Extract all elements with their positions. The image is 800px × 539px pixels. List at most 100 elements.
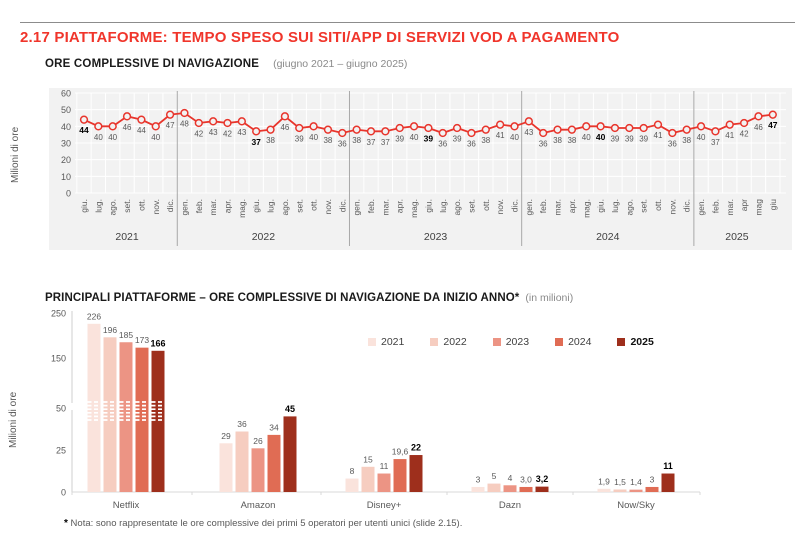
bar-chart-canvas: 0 25 50 150 250 Netflix Amazon Disney+ Dazn Now/S… xyxy=(51,309,701,511)
svg-text:giu.: giu. xyxy=(423,199,433,213)
legend-swatch-2021 xyxy=(368,338,376,346)
legend-item-2023: 2023 xyxy=(492,336,530,348)
svg-text:set.: set. xyxy=(639,199,649,213)
svg-text:19,6: 19,6 xyxy=(392,447,409,457)
svg-text:40: 40 xyxy=(108,133,117,142)
svg-text:Now/Sky: Now/Sky xyxy=(617,500,655,511)
legend: 2021 2022 2023 2024 2025 xyxy=(368,336,654,348)
svg-text:apr.: apr. xyxy=(567,199,577,213)
svg-text:1,5: 1,5 xyxy=(614,477,626,487)
svg-text:38: 38 xyxy=(682,136,691,145)
svg-text:37: 37 xyxy=(251,137,261,147)
line-chart-year-axis: 2021 2022 2023 2024 2025 xyxy=(115,91,749,246)
svg-text:40: 40 xyxy=(94,133,103,142)
svg-text:38: 38 xyxy=(266,136,275,145)
bar-chart-header: PRINCIPALI PIATTAFORME – ORE COMPLESSIVE… xyxy=(45,292,573,304)
svg-text:38: 38 xyxy=(553,136,562,145)
svg-text:ott.: ott. xyxy=(136,199,146,211)
svg-text:3,0: 3,0 xyxy=(520,474,532,484)
svg-text:150: 150 xyxy=(51,354,66,364)
svg-text:39: 39 xyxy=(453,135,462,144)
svg-text:gen.: gen. xyxy=(352,199,362,216)
header-rule xyxy=(20,22,795,23)
svg-text:47: 47 xyxy=(768,120,778,130)
svg-text:Dazn: Dazn xyxy=(499,500,521,511)
legend-label-2022: 2022 xyxy=(443,336,467,348)
svg-text:dic.: dic. xyxy=(337,199,347,212)
svg-text:44: 44 xyxy=(137,126,146,135)
svg-text:feb.: feb. xyxy=(366,199,376,213)
svg-text:43: 43 xyxy=(524,128,533,137)
legend-swatch-2023 xyxy=(492,338,501,346)
line-chart-value-labels: 44 40 40 46 44 40 47 48 42 43 42 43 37 38 46 39 40 38 36 38… xyxy=(79,120,778,149)
svg-text:apr.: apr. xyxy=(223,199,233,213)
svg-text:2022: 2022 xyxy=(252,231,276,243)
legend-item-2024: 2024 xyxy=(555,336,591,348)
svg-text:giu.: giu. xyxy=(79,199,89,213)
line-chart-header: ORE COMPLESSIVE DI NAVIGAZIONE (giugno 2… xyxy=(45,58,407,70)
legend-swatch-2025 xyxy=(617,338,626,346)
svg-text:15: 15 xyxy=(363,454,373,464)
svg-text:8: 8 xyxy=(350,466,355,476)
legend-label-2023: 2023 xyxy=(505,336,530,348)
svg-text:set.: set. xyxy=(466,199,476,213)
svg-text:dic.: dic. xyxy=(682,199,692,212)
svg-text:46: 46 xyxy=(123,123,132,132)
svg-text:39: 39 xyxy=(424,134,434,144)
svg-text:0: 0 xyxy=(61,488,66,498)
svg-text:47: 47 xyxy=(166,121,175,130)
svg-text:43: 43 xyxy=(237,128,246,137)
svg-text:41: 41 xyxy=(654,131,663,140)
svg-text:giu: giu xyxy=(768,199,778,211)
legend-label-2025: 2025 xyxy=(630,336,654,348)
line-chart-y-axis-label: Milioni di ore xyxy=(10,126,21,183)
svg-text:34: 34 xyxy=(269,422,279,432)
svg-text:1,4: 1,4 xyxy=(630,477,642,487)
legend-label-2021: 2021 xyxy=(381,336,405,348)
svg-text:37: 37 xyxy=(711,138,720,147)
svg-text:ott.: ott. xyxy=(653,199,663,211)
svg-text:50: 50 xyxy=(56,404,66,414)
svg-text:41: 41 xyxy=(496,131,505,140)
svg-text:40: 40 xyxy=(61,122,71,132)
bar-series xyxy=(87,323,675,492)
svg-text:173: 173 xyxy=(135,335,149,345)
svg-text:lug.: lug. xyxy=(438,199,448,213)
line-series xyxy=(79,108,777,138)
svg-text:39: 39 xyxy=(625,135,634,144)
line-chart-canvas: 0 10 20 30 40 50 60 2021 2022 2023 2024 2025 giu. lug… xyxy=(61,89,786,246)
svg-text:giu.: giu. xyxy=(596,199,606,213)
svg-text:48: 48 xyxy=(180,120,189,129)
svg-text:nov.: nov. xyxy=(151,199,161,214)
svg-text:166: 166 xyxy=(150,338,165,348)
svg-text:giu.: giu. xyxy=(251,199,261,213)
svg-text:40: 40 xyxy=(697,133,706,142)
svg-text:10: 10 xyxy=(61,172,71,182)
svg-text:36: 36 xyxy=(438,140,447,149)
svg-text:gen.: gen. xyxy=(696,199,706,216)
svg-text:50: 50 xyxy=(61,105,71,115)
svg-text:37: 37 xyxy=(381,138,390,147)
svg-text:11: 11 xyxy=(380,461,389,471)
svg-text:46: 46 xyxy=(754,123,763,132)
line-chart-heading: ORE COMPLESSIVE DI NAVIGAZIONE xyxy=(45,58,260,70)
svg-text:42: 42 xyxy=(740,130,749,139)
footnote-marker: * xyxy=(64,518,68,529)
svg-text:ott.: ott. xyxy=(309,199,319,211)
svg-text:22: 22 xyxy=(411,443,421,453)
bar-chart-y-axis-label: Milioni di ore xyxy=(8,391,19,448)
svg-text:Disney+: Disney+ xyxy=(367,500,402,511)
legend-item-2021: 2021 xyxy=(368,336,404,348)
legend-item-2025: 2025 xyxy=(617,336,654,348)
svg-text:60: 60 xyxy=(61,89,71,99)
svg-text:40: 40 xyxy=(309,133,318,142)
svg-text:feb.: feb. xyxy=(538,199,548,213)
svg-text:20: 20 xyxy=(61,155,71,165)
svg-text:45: 45 xyxy=(285,404,295,414)
svg-text:set.: set. xyxy=(122,199,132,213)
svg-text:set.: set. xyxy=(294,199,304,213)
svg-text:feb.: feb. xyxy=(194,199,204,213)
svg-text:nov.: nov. xyxy=(667,199,677,214)
svg-text:36: 36 xyxy=(668,140,677,149)
svg-text:39: 39 xyxy=(639,135,648,144)
